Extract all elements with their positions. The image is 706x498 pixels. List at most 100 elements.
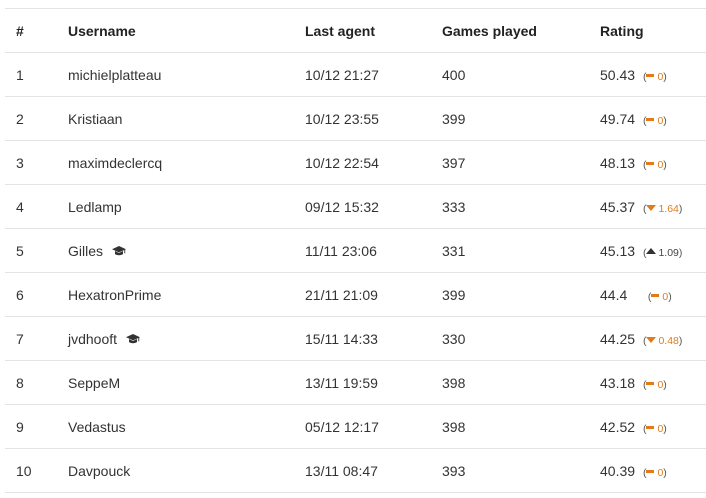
games-played-cell: 330 bbox=[442, 316, 600, 361]
table-row[interactable]: 7 jvdhooft 15/11 14:33 330 44.25 (0.48) bbox=[5, 316, 706, 361]
leaderboard: # Username Last agent Games played Ratin… bbox=[5, 8, 706, 493]
games-played-cell: 399 bbox=[442, 272, 600, 317]
dash-icon bbox=[646, 161, 655, 165]
rating-cell: 50.43 (0) bbox=[600, 52, 706, 97]
username-cell: Davpouck bbox=[68, 448, 305, 493]
games-played-cell: 399 bbox=[442, 96, 600, 141]
rating-delta: (0) bbox=[643, 159, 667, 171]
last-agent-cell: 11/11 23:06 bbox=[305, 228, 442, 273]
username-link[interactable]: SeppeM bbox=[68, 374, 121, 391]
rating-delta: (1.09) bbox=[643, 247, 682, 259]
games-played-cell: 333 bbox=[442, 184, 600, 229]
open-paren: ( bbox=[642, 334, 647, 347]
last-agent-cell: 21/11 21:09 bbox=[305, 272, 442, 317]
username-link[interactable]: maximdeclercq bbox=[68, 154, 163, 171]
username-link[interactable]: Kristiaan bbox=[68, 110, 123, 127]
rank-cell: 2 bbox=[5, 96, 68, 141]
username-cell: jvdhooft bbox=[68, 316, 305, 361]
header-rank[interactable]: # bbox=[5, 8, 68, 53]
open-paren: ( bbox=[642, 466, 647, 479]
rating-delta: (0) bbox=[643, 467, 667, 479]
rank-cell: 7 bbox=[5, 316, 68, 361]
rating-cell: 45.37 (1.64) bbox=[600, 184, 706, 229]
games-played-cell: 397 bbox=[442, 140, 600, 185]
close-paren: ) bbox=[678, 202, 683, 215]
open-paren: ( bbox=[642, 246, 647, 259]
username-cell: Ledlamp bbox=[68, 184, 305, 229]
table-row[interactable]: 8 SeppeM 13/11 19:59 398 43.18 (0) bbox=[5, 360, 706, 405]
table-row[interactable]: 10 Davpouck 13/11 08:47 393 40.39 (0) bbox=[5, 448, 706, 493]
rating-value: 49.74 bbox=[600, 110, 636, 127]
last-agent-cell: 05/12 12:17 bbox=[305, 404, 442, 449]
games-played-cell: 400 bbox=[442, 52, 600, 97]
close-paren: ) bbox=[663, 114, 667, 127]
rating-value: 44.4 bbox=[600, 286, 628, 303]
table-row[interactable]: 6 HexatronPrime 21/11 21:09 399 44.4 (0) bbox=[5, 272, 706, 317]
header-username[interactable]: Username bbox=[68, 8, 305, 53]
username-link[interactable]: Davpouck bbox=[68, 462, 131, 479]
header-rating[interactable]: Rating bbox=[600, 8, 706, 53]
username-link[interactable]: michielplatteau bbox=[68, 66, 162, 83]
rank-cell: 10 bbox=[5, 448, 68, 493]
open-paren: ( bbox=[642, 70, 647, 83]
open-paren: ( bbox=[642, 202, 647, 215]
table-row[interactable]: 2 Kristiaan 10/12 23:55 399 49.74 (0) bbox=[5, 96, 706, 141]
close-paren: ) bbox=[678, 246, 683, 259]
rating-cell: 49.74 (0) bbox=[600, 96, 706, 141]
open-paren: ( bbox=[647, 290, 652, 303]
close-paren: ) bbox=[663, 378, 667, 391]
rating-cell: 40.39 (0) bbox=[600, 448, 706, 493]
username-cell: HexatronPrime bbox=[68, 272, 305, 317]
dash-icon bbox=[646, 117, 655, 121]
table-header: # Username Last agent Games played Ratin… bbox=[5, 8, 706, 53]
rating-delta: (1.64) bbox=[643, 203, 682, 215]
games-played-cell: 398 bbox=[442, 404, 600, 449]
rating-delta: (0) bbox=[643, 379, 667, 391]
close-paren: ) bbox=[663, 466, 667, 479]
table-row[interactable]: 4 Ledlamp 09/12 15:32 333 45.37 (1.64) bbox=[5, 184, 706, 229]
dash-icon bbox=[651, 293, 660, 297]
delta-value: 0 bbox=[657, 114, 664, 127]
rating-value: 50.43 bbox=[600, 66, 636, 83]
header-games-played[interactable]: Games played bbox=[442, 8, 600, 53]
username-link[interactable]: Gilles bbox=[68, 242, 104, 259]
delta-value: 0 bbox=[657, 70, 664, 83]
open-paren: ( bbox=[642, 114, 647, 127]
delta-value: 0 bbox=[657, 378, 664, 391]
header-last-agent[interactable]: Last agent bbox=[305, 8, 442, 53]
close-paren: ) bbox=[663, 70, 667, 83]
open-paren: ( bbox=[642, 378, 647, 391]
table-row[interactable]: 9 Vedastus 05/12 12:17 398 42.52 (0) bbox=[5, 404, 706, 449]
dash-icon bbox=[646, 73, 655, 77]
close-paren: ) bbox=[668, 290, 672, 303]
username-link[interactable]: HexatronPrime bbox=[68, 286, 162, 303]
rank-cell: 4 bbox=[5, 184, 68, 229]
delta-value: 0 bbox=[657, 422, 664, 435]
delta-value: 0 bbox=[657, 158, 664, 171]
rating-delta: (0) bbox=[643, 115, 667, 127]
games-played-cell: 393 bbox=[442, 448, 600, 493]
username-cell: maximdeclercq bbox=[68, 140, 305, 185]
rating-cell: 43.18 (0) bbox=[600, 360, 706, 405]
rating-delta: (0) bbox=[643, 71, 667, 83]
table-row[interactable]: 1 michielplatteau 10/12 21:27 400 50.43 … bbox=[5, 52, 706, 97]
username-link[interactable]: Vedastus bbox=[68, 418, 126, 435]
close-paren: ) bbox=[663, 158, 667, 171]
username-link[interactable]: jvdhooft bbox=[68, 330, 118, 347]
triangle-down-icon bbox=[646, 204, 657, 211]
username-cell: michielplatteau bbox=[68, 52, 305, 97]
table-body: 1 michielplatteau 10/12 21:27 400 50.43 … bbox=[5, 52, 706, 493]
rating-delta: (0) bbox=[643, 423, 667, 435]
rank-cell: 5 bbox=[5, 228, 68, 273]
rating-value: 45.13 bbox=[600, 242, 636, 259]
table-row[interactable]: 3 maximdeclercq 10/12 22:54 397 48.13 (0… bbox=[5, 140, 706, 185]
last-agent-cell: 09/12 15:32 bbox=[305, 184, 442, 229]
open-paren: ( bbox=[642, 422, 647, 435]
delta-value: 1.09 bbox=[658, 246, 679, 259]
table-row[interactable]: 5 Gilles 11/11 23:06 331 45.13 (1.09) bbox=[5, 228, 706, 273]
dash-icon bbox=[646, 469, 655, 473]
username-cell: SeppeM bbox=[68, 360, 305, 405]
games-played-cell: 331 bbox=[442, 228, 600, 273]
username-link[interactable]: Ledlamp bbox=[68, 198, 122, 215]
close-paren: ) bbox=[663, 422, 667, 435]
